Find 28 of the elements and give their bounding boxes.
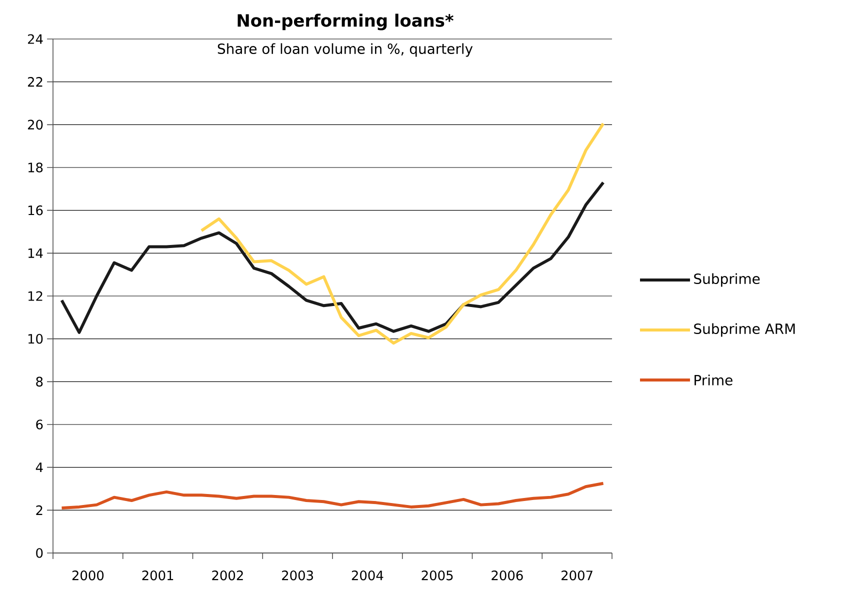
legend-label: Subprime ARM — [694, 323, 795, 337]
x-tick-label: 2002 — [212, 570, 243, 580]
y-tick-label: 12 — [28, 291, 42, 301]
line-series — [200, 122, 605, 345]
y-tick-label: 0 — [36, 548, 43, 558]
x-tick-label: 2000 — [72, 570, 104, 580]
y-tick-label: 16 — [28, 205, 43, 216]
y-tick-label: 6 — [36, 420, 43, 430]
line-series — [60, 180, 605, 334]
y-tick-label: 4 — [36, 462, 43, 472]
x-tick-label: 2004 — [352, 570, 384, 580]
y-tick-label: 18 — [28, 162, 43, 172]
y-tick-label: 8 — [36, 376, 43, 387]
x-tick-label: 2007 — [562, 570, 592, 580]
chart-subtitle: Share of loan volume in %, quarterly — [218, 43, 473, 57]
y-tick-label: 2 — [36, 505, 42, 515]
y-tick-label: 20 — [28, 120, 43, 130]
y-tick-label: 22 — [28, 77, 42, 87]
x-tick-label: 2001 — [142, 570, 174, 580]
y-tick-label: 14 — [28, 248, 43, 258]
chart-title: Non-performing loans* — [238, 14, 454, 30]
y-tick-label: 10 — [28, 334, 43, 344]
x-tick-label: 2006 — [492, 570, 523, 580]
x-tick-label: 2005 — [422, 570, 453, 580]
y-tick-label: 24 — [28, 34, 43, 44]
legend-label: Subprime — [694, 273, 760, 287]
x-tick-label: 2003 — [282, 570, 313, 580]
legend-label: Prime — [694, 374, 732, 386]
